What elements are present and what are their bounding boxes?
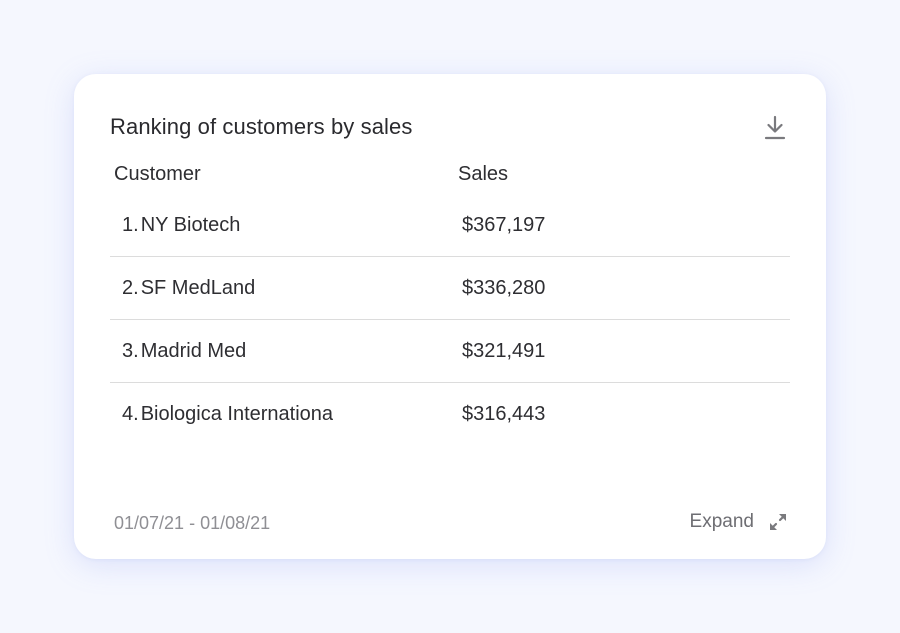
table-row: 4. Biologica Internationa $316,443	[110, 383, 790, 446]
download-icon	[764, 115, 786, 140]
sales-cell: $321,491	[462, 339, 546, 362]
customer-cell: 4. Biologica Internationa	[110, 403, 462, 426]
card-title: Ranking of customers by sales	[110, 114, 413, 139]
customer-cell: 1. NY Biotech	[110, 214, 462, 237]
sales-cell: $367,197	[462, 213, 546, 236]
rank-number: 1.	[122, 213, 139, 236]
table-row: 1. NY Biotech $367,197	[110, 194, 790, 257]
download-button[interactable]	[762, 114, 788, 142]
sales-cell: $336,280	[462, 276, 546, 299]
rank-number: 2.	[122, 276, 139, 299]
customer-name: SF MedLand	[140, 276, 256, 299]
customer-name: NY Biotech	[140, 213, 241, 236]
table-row: 2. SF MedLand $336,280	[110, 257, 790, 320]
rank-number: 3.	[122, 339, 139, 362]
column-header-customer: Customer	[114, 162, 201, 185]
expand-label: Expand	[689, 511, 754, 532]
expand-arrows-icon	[768, 512, 788, 532]
ranking-table: Customer Sales 1. NY Biotech $367,197 2.…	[110, 154, 790, 446]
sales-cell: $316,443	[462, 403, 546, 425]
customer-name: Madrid Med	[140, 339, 247, 362]
customer-name: Biologica Internationa	[140, 403, 334, 425]
table-row: 3. Madrid Med $321,491	[110, 320, 790, 383]
column-header-sales: Sales	[458, 162, 509, 185]
customer-cell: 2. SF MedLand	[110, 277, 462, 300]
sales-ranking-card: Ranking of customers by sales Customer S…	[74, 74, 826, 559]
rank-number: 4.	[122, 403, 139, 425]
table-header: Customer Sales	[110, 154, 790, 194]
expand-button[interactable]: Expand	[690, 511, 788, 533]
customer-cell: 3. Madrid Med	[110, 340, 462, 363]
date-range: 01/07/21 - 01/08/21	[114, 513, 271, 533]
